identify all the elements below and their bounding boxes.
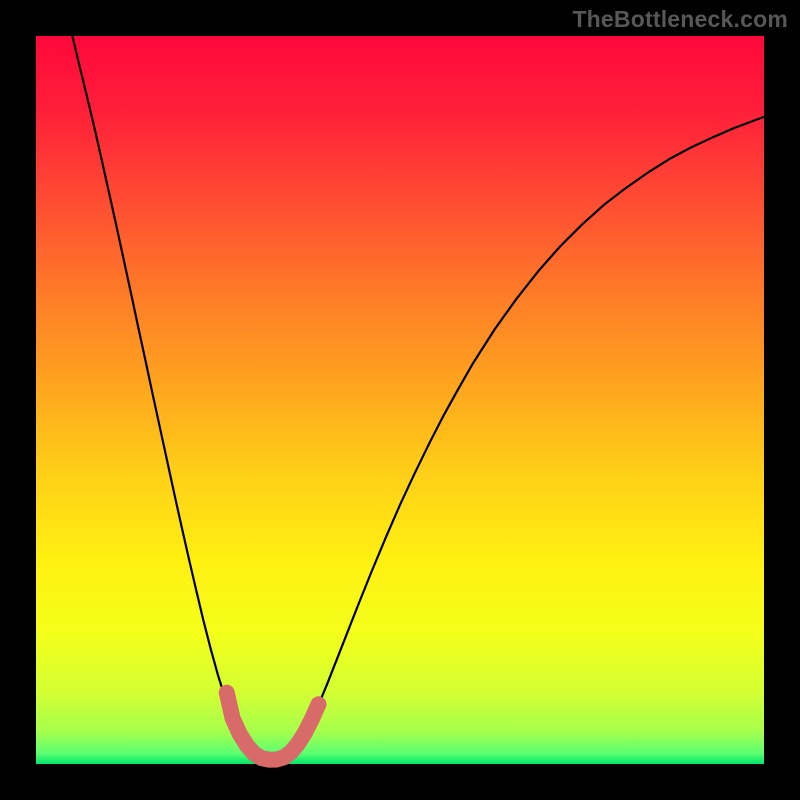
bottleneck-curve <box>72 36 764 760</box>
chart-svg <box>0 0 800 800</box>
optimal-range-highlight <box>227 693 319 760</box>
watermark-text: TheBottleneck.com <box>572 6 788 33</box>
outer-frame: TheBottleneck.com <box>0 0 800 800</box>
